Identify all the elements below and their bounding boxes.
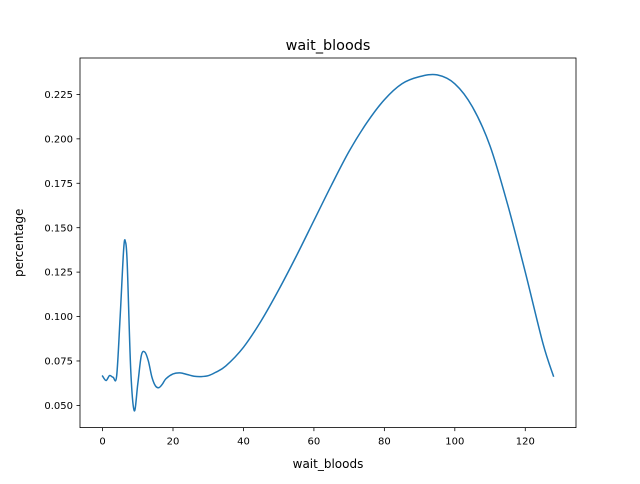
x-tick-label: 20 [167,437,180,448]
chart-title: wait_bloods [286,38,371,54]
x-axis-label: wait_bloods [293,457,364,471]
y-axis-label: percentage [12,209,26,277]
y-axis-ticks: 0.050 0.075 0.100 0.125 0.150 0.175 0.200 0.225 [44,90,80,412]
x-tick-label: 60 [308,437,321,448]
y-tick-label: 0.225 [44,90,73,101]
x-tick-label: 80 [378,437,391,448]
y-tick-label: 0.200 [44,134,73,145]
y-tick-label: 0.075 [44,357,73,368]
x-tick-label: 120 [516,437,535,448]
x-tick-label: 100 [445,437,464,448]
y-tick-label: 0.150 [44,223,73,234]
x-tick-label: 40 [237,437,250,448]
y-tick-label: 0.175 [44,179,73,190]
x-axis-ticks: 0 20 40 60 80 100 120 [99,427,535,448]
series-layer [101,73,555,412]
x-tick-label: 0 [99,437,105,448]
y-tick-label: 0.125 [44,268,73,279]
y-tick-label: 0.100 [44,312,73,323]
y-tick-label: 0.050 [44,401,73,412]
series-line [101,73,555,412]
plot-area-frame [79,57,577,429]
